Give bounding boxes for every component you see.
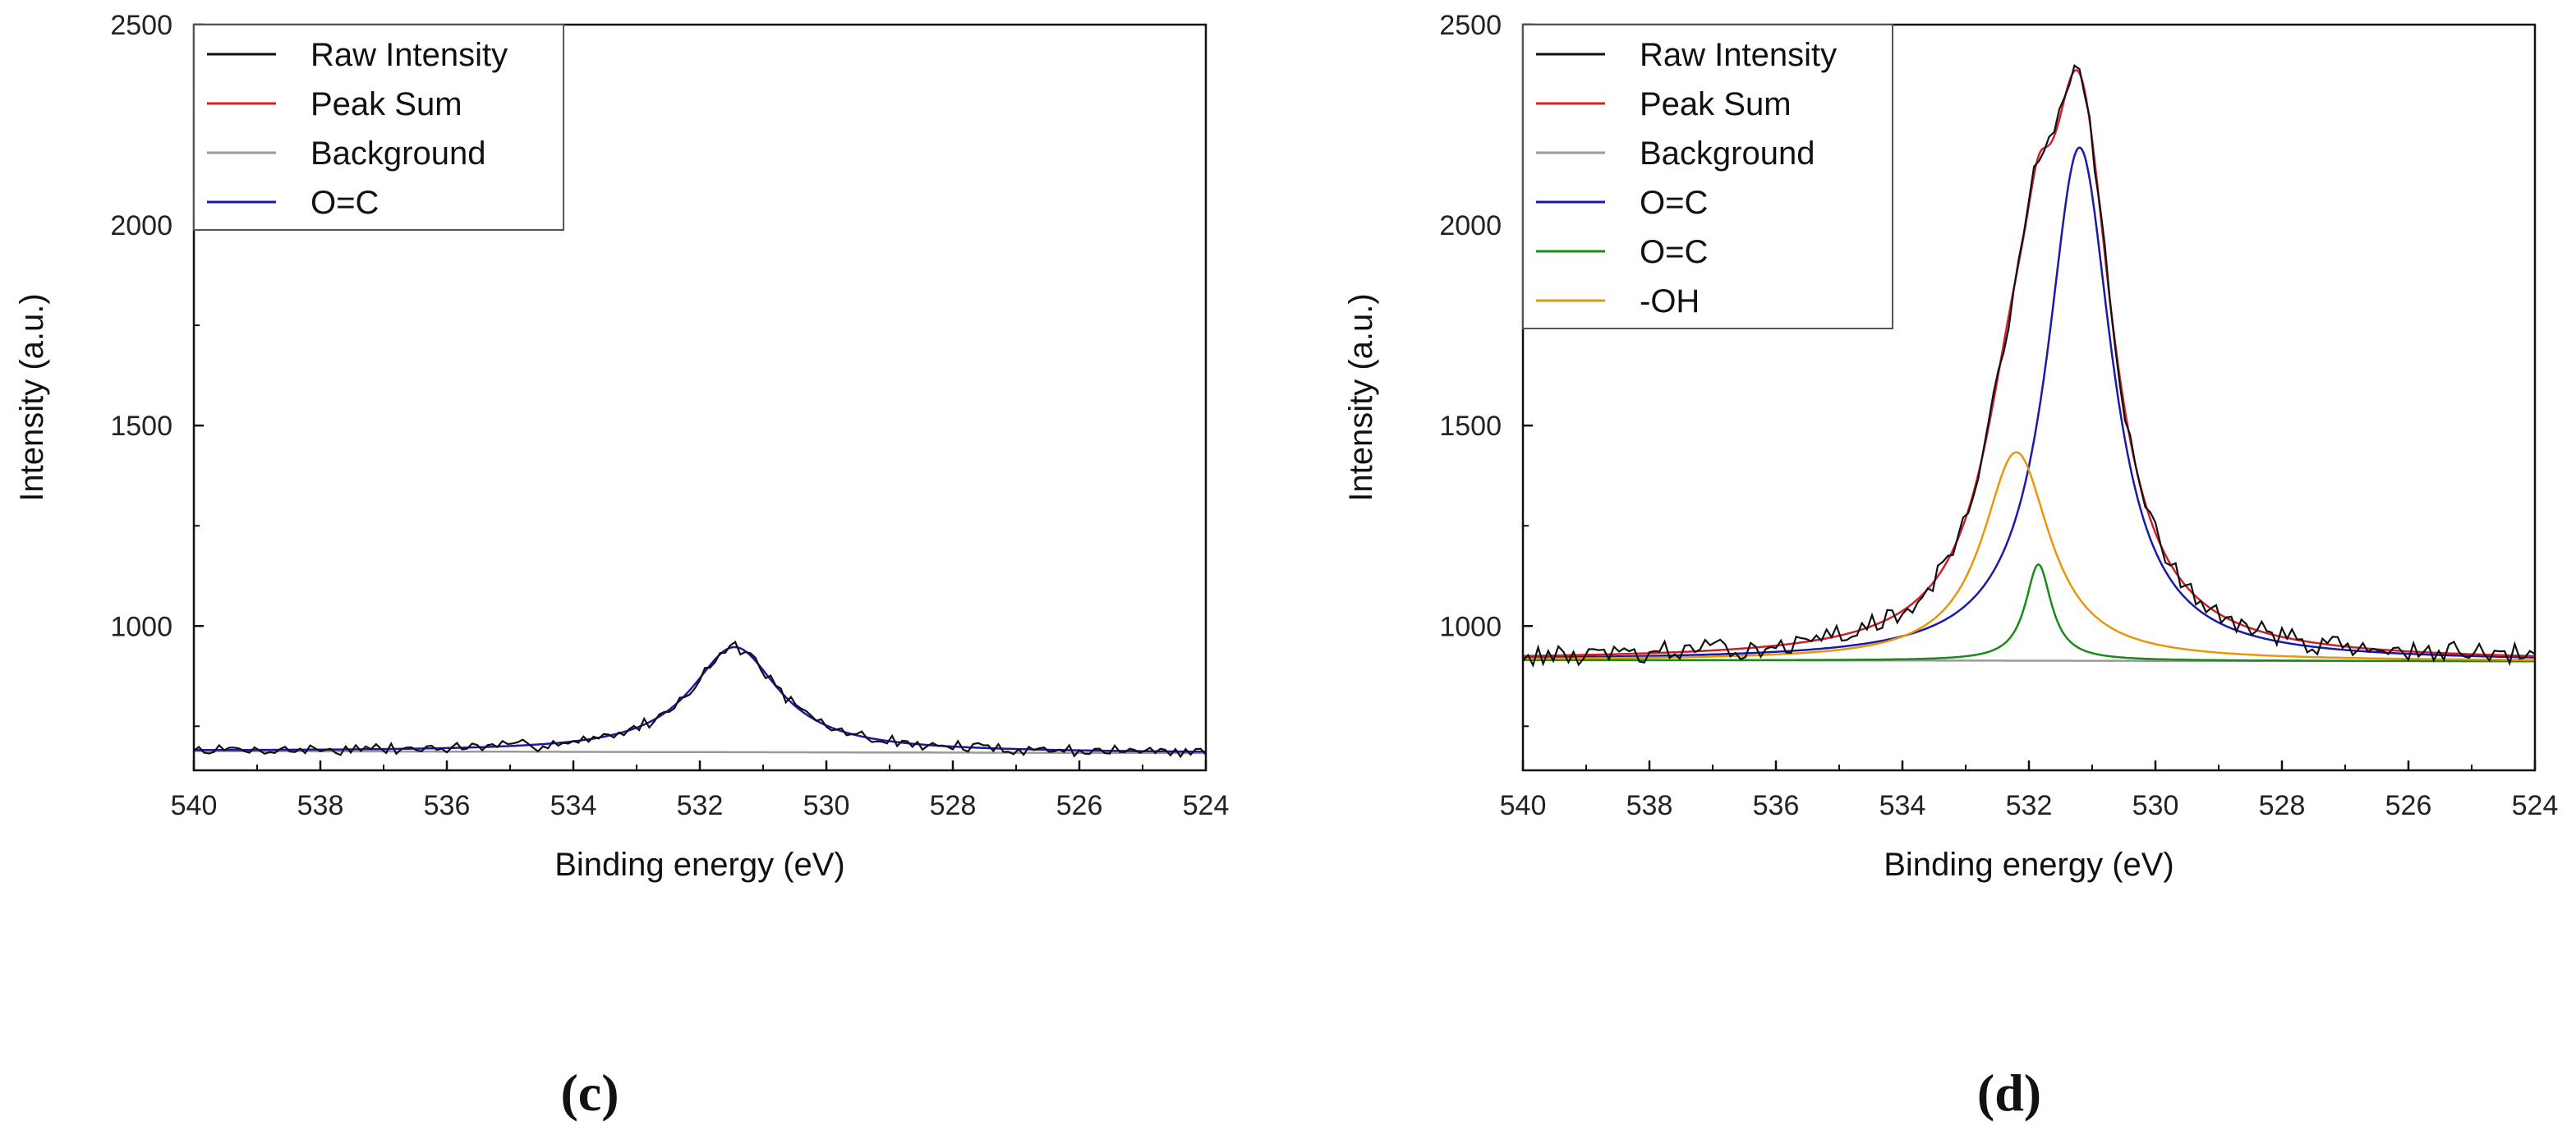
- y-tick-label: 2000: [110, 210, 172, 241]
- plot-lines-c: [193, 641, 1207, 759]
- y-axis-d: 1000 1500 2000 2500: [1439, 10, 1533, 728]
- x-axis-d: 540 538 536 534 532 530 528 526 524: [1500, 760, 2559, 821]
- x-tick-label: 538: [1626, 790, 1673, 821]
- x-axis-title-c: Binding energy (eV): [554, 847, 845, 883]
- x-tick-label: 530: [2132, 790, 2179, 821]
- y-axis-title-c: Intensity (a.u.): [14, 293, 50, 501]
- legend-label: -OH: [1640, 283, 1700, 319]
- y-tick-label: 2500: [1439, 10, 1502, 41]
- legend-d: Raw Intensity Peak Sum Background O=C O=C -OH: [1522, 24, 1893, 329]
- legend-label: Background: [1640, 136, 1815, 172]
- legend-label: Raw Intensity: [1640, 37, 1837, 73]
- x-tick-label: 536: [424, 790, 471, 821]
- y-axis-c: 1000 1500 2000 2500: [110, 10, 204, 728]
- chart-panel-d: 540 538 536 534 532 530 528 526 524 1000 1500 2000…: [1343, 10, 2558, 1122]
- x-tick-label: 526: [1056, 790, 1103, 821]
- legend-label: Background: [310, 136, 485, 172]
- background-line: [194, 750, 1206, 755]
- y-tick-label: 1500: [1439, 411, 1502, 442]
- x-tick-label: 534: [550, 790, 597, 821]
- x-tick-label: 528: [930, 790, 977, 821]
- x-tick-label: 524: [2512, 790, 2559, 821]
- legend-box: [193, 24, 564, 231]
- legend-label: O=C: [310, 185, 379, 221]
- x-axis-title-d: Binding energy (eV): [1884, 847, 2174, 883]
- legend-label: O=C: [1640, 185, 1708, 221]
- legend-label: Peak Sum: [1640, 86, 1792, 122]
- y-tick-label: 1000: [1439, 611, 1502, 642]
- legend-label: Peak Sum: [310, 86, 462, 122]
- peak-component-3: [1523, 451, 2535, 661]
- y-tick-label: 2500: [110, 10, 172, 41]
- raw-intensity-line: [193, 641, 1207, 759]
- x-tick-label: 530: [803, 790, 850, 821]
- x-tick-label: 532: [2006, 790, 2053, 821]
- panel-label-c: (c): [560, 1064, 619, 1122]
- y-axis-title-d: Intensity (a.u.): [1343, 293, 1379, 501]
- peak-component-2: [1523, 563, 2535, 663]
- x-axis-c: 540 538 536 534 532 530 528 526 524: [171, 760, 1230, 821]
- legend-box: [1522, 24, 1893, 329]
- raw-intensity-line: [1522, 63, 2536, 668]
- peak-component-1: [1523, 146, 2535, 659]
- y-tick-label: 1000: [110, 611, 172, 642]
- x-tick-label: 536: [1753, 790, 1800, 821]
- x-tick-label: 540: [171, 790, 218, 821]
- x-tick-label: 526: [2385, 790, 2432, 821]
- x-tick-label: 538: [297, 790, 344, 821]
- x-tick-label: 524: [1183, 790, 1230, 821]
- x-tick-label: 532: [677, 790, 724, 821]
- legend-label: Raw Intensity: [310, 37, 508, 73]
- panel-label-d: (d): [1977, 1064, 2041, 1122]
- x-tick-label: 534: [1879, 790, 1926, 821]
- y-tick-label: 1500: [110, 411, 172, 442]
- peak-component-1: [194, 646, 1206, 753]
- x-tick-label: 540: [1500, 790, 1547, 821]
- y-tick-label: 2000: [1439, 210, 1502, 241]
- plot-lines-d: [1522, 63, 2536, 668]
- x-tick-label: 528: [2259, 790, 2306, 821]
- legend-label: O=C: [1640, 234, 1708, 270]
- legend-c: Raw Intensity Peak Sum Background O=C: [193, 24, 564, 231]
- chart-panel-c: 540 538 536 534 532 530 528 526 524 1000 1500 2000…: [14, 10, 1229, 1122]
